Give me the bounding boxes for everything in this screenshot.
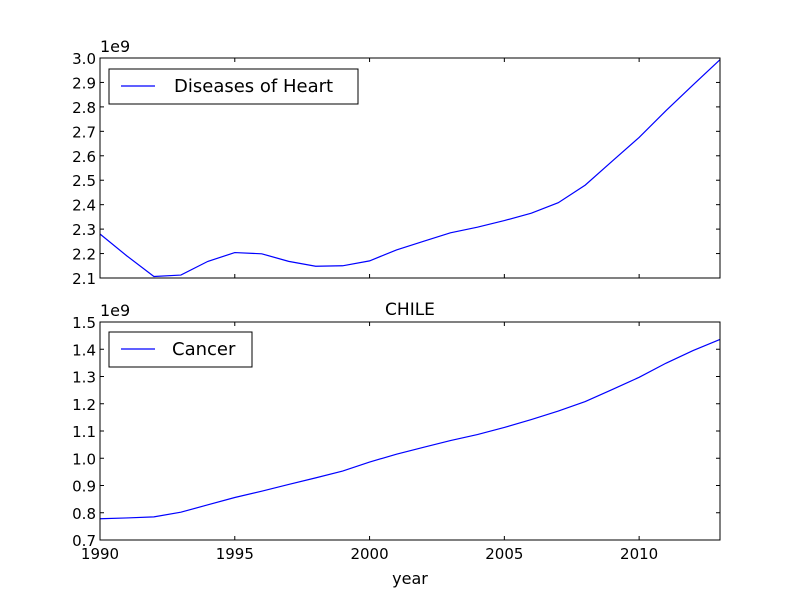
cancer-xtick-label: 2010 [620, 545, 658, 563]
cancer-ytick-label: 0.7 [72, 532, 96, 550]
heart-ytick-label: 2.2 [72, 246, 96, 264]
heart-ytick-label: 2.5 [72, 172, 96, 190]
heart-ytick-label: 2.8 [72, 99, 96, 117]
heart-subplot: 2.1 2.2 2.3 2.4 2.5 2.6 2.7 2.8 2.9 3.0 1e9 Disea… [72, 37, 721, 288]
cancer-ytick-label: 1.3 [72, 369, 96, 387]
x-axis-label: year [392, 569, 428, 588]
heart-axes-frame [99, 57, 721, 279]
cancer-ytick-label: 1.5 [72, 314, 96, 332]
cancer-xtick-label: 2005 [485, 545, 523, 563]
cancer-ytick-label: 0.9 [72, 478, 96, 496]
cancer-ytick-label: 1.2 [72, 396, 96, 414]
subplot-title: CHILE [385, 300, 435, 320]
cancer-xtick-labels: 1990 1995 2000 2005 2010 [81, 545, 658, 563]
heart-offset-text: 1e9 [100, 37, 130, 56]
heart-ytick-labels: 2.1 2.2 2.3 2.4 2.5 2.6 2.7 2.8 2.9 3.0 [72, 50, 96, 288]
cancer-ytick-label: 1.1 [72, 423, 96, 441]
cancer-ytick-label: 1.4 [72, 341, 96, 359]
heart-ytick-label: 2.4 [72, 197, 96, 215]
heart-ytick-label: 2.1 [72, 270, 96, 288]
cancer-legend: Cancer [108, 331, 253, 368]
cancer-ticks [99, 321, 720, 541]
cancer-xtick-label: 1995 [216, 545, 254, 563]
cancer-subplot: 0.7 0.8 0.9 1.0 1.1 1.2 1.3 1.4 1.5 1990 1995 2000… [72, 300, 721, 588]
cancer-ytick-label: 0.8 [72, 505, 96, 523]
heart-series-line [99, 59, 721, 278]
cancer-ytick-labels: 0.7 0.8 0.9 1.0 1.1 1.2 1.3 1.4 1.5 [72, 314, 96, 550]
heart-legend-label: Diseases of Heart [174, 76, 333, 97]
heart-ytick-label: 2.9 [72, 74, 96, 92]
cancer-series-line [99, 338, 721, 520]
cancer-axes-frame [99, 321, 721, 541]
heart-ytick-label: 3.0 [72, 50, 96, 68]
heart-ytick-label: 2.7 [72, 123, 96, 141]
cancer-ytick-label: 1.0 [72, 450, 96, 468]
heart-legend: Diseases of Heart [108, 68, 359, 105]
cancer-offset-text: 1e9 [100, 301, 130, 320]
cancer-xtick-label: 2000 [350, 545, 388, 563]
heart-ytick-label: 2.3 [72, 221, 96, 239]
cancer-legend-label: Cancer [172, 339, 236, 360]
heart-ytick-label: 2.6 [72, 148, 96, 166]
cancer-xtick-label: 1990 [81, 545, 119, 563]
